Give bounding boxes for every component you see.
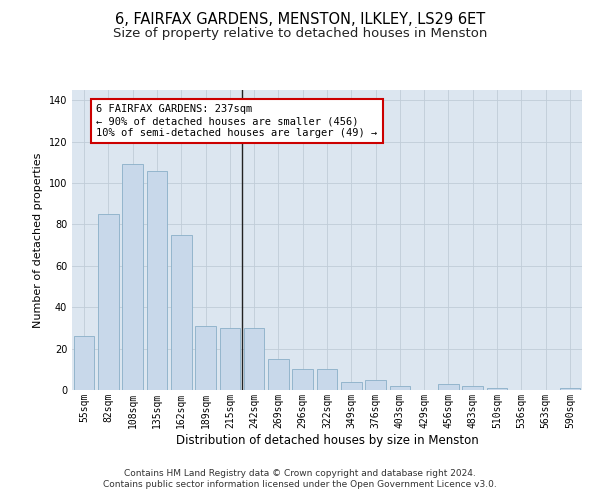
Bar <box>341 382 362 390</box>
Text: Size of property relative to detached houses in Menston: Size of property relative to detached ho… <box>113 28 487 40</box>
Text: Contains public sector information licensed under the Open Government Licence v3: Contains public sector information licen… <box>103 480 497 489</box>
Bar <box>146 170 167 390</box>
Y-axis label: Number of detached properties: Number of detached properties <box>33 152 43 328</box>
Bar <box>365 380 386 390</box>
Bar <box>438 384 459 390</box>
Bar <box>463 386 483 390</box>
Bar <box>560 388 580 390</box>
Bar <box>389 386 410 390</box>
Bar <box>195 326 216 390</box>
Text: Contains HM Land Registry data © Crown copyright and database right 2024.: Contains HM Land Registry data © Crown c… <box>124 468 476 477</box>
Bar <box>317 370 337 390</box>
Bar <box>171 235 191 390</box>
Bar <box>74 336 94 390</box>
Text: 6, FAIRFAX GARDENS, MENSTON, ILKLEY, LS29 6ET: 6, FAIRFAX GARDENS, MENSTON, ILKLEY, LS2… <box>115 12 485 28</box>
Bar <box>268 359 289 390</box>
X-axis label: Distribution of detached houses by size in Menston: Distribution of detached houses by size … <box>176 434 478 446</box>
Bar <box>292 370 313 390</box>
Bar <box>244 328 265 390</box>
Bar <box>220 328 240 390</box>
Bar <box>122 164 143 390</box>
Text: 6 FAIRFAX GARDENS: 237sqm
← 90% of detached houses are smaller (456)
10% of semi: 6 FAIRFAX GARDENS: 237sqm ← 90% of detac… <box>96 104 377 138</box>
Bar <box>98 214 119 390</box>
Bar <box>487 388 508 390</box>
